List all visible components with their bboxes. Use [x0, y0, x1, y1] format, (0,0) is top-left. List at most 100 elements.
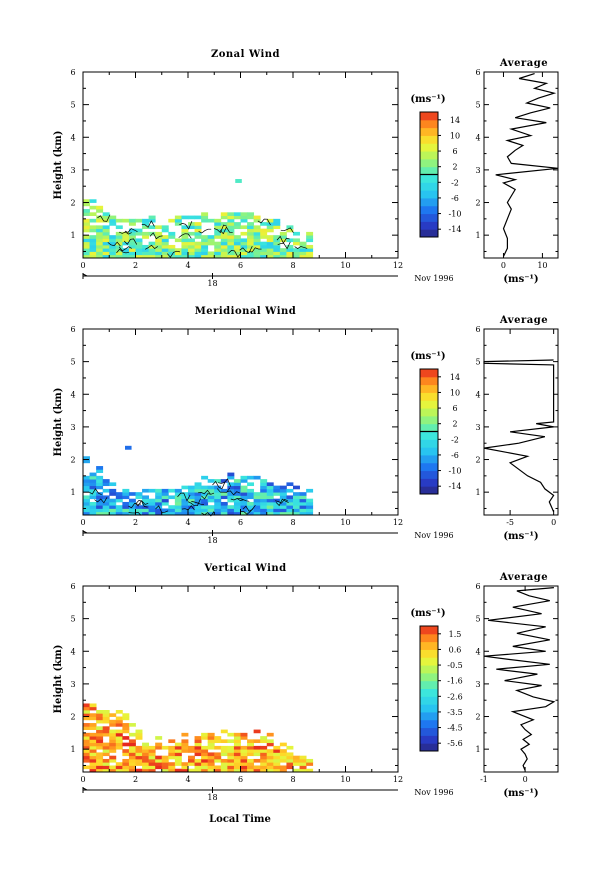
heatmap-cell: [122, 231, 130, 236]
heatmap-cell: [96, 742, 104, 747]
heatmap-cell: [96, 231, 104, 236]
heatmap-cell: [96, 726, 104, 730]
colorbar-tick-label: 2: [452, 420, 457, 429]
heatmap-cell: [240, 732, 248, 737]
heatmap-cell: [194, 498, 202, 503]
heatmap-cell: [214, 254, 222, 259]
heatmap-cell: [260, 254, 268, 259]
heatmap-cell: [135, 729, 143, 734]
heatmap-cell: [214, 508, 222, 513]
heatmap-cell: [128, 739, 136, 744]
heatmap-cell: [188, 215, 195, 220]
heatmap-cell: [142, 508, 150, 513]
y-axis-label: Height (km): [53, 388, 64, 457]
heatmap-cell: [155, 492, 163, 496]
heatmap-cell: [89, 762, 97, 766]
colorbar-segment: [420, 158, 438, 168]
profile-title: Average: [499, 572, 548, 583]
heatmap-cell: [115, 719, 123, 724]
heatmap-cell: [89, 713, 97, 717]
heatmap-cell: [214, 501, 222, 506]
contour-line: [239, 246, 253, 254]
heatmap-cell: [253, 508, 261, 513]
heatmap-cell: [89, 501, 97, 506]
colorbar-segment: [420, 174, 438, 183]
heatmap-cell: [188, 241, 195, 246]
heatmap-cell: [115, 710, 123, 714]
heatmap-cell: [168, 254, 176, 259]
heatmap-cell: [240, 215, 248, 220]
heatmap-cell: [293, 498, 300, 503]
heatmap-cell: [260, 736, 268, 740]
profile-frame: [483, 328, 559, 516]
profile-title: Average: [499, 315, 548, 326]
heatmap-cell: [155, 755, 163, 760]
heatmap-cell: [161, 251, 169, 256]
heatmap-cell: [122, 765, 130, 770]
heatmap-cell: [207, 755, 215, 760]
heatmap-cell: [102, 248, 110, 252]
heatmap-cell: [128, 762, 136, 766]
heatmap-cell: [306, 254, 314, 259]
colorbar-segment: [420, 182, 438, 191]
heatmap-cell: [181, 765, 189, 770]
heatmap-cell: [214, 492, 222, 496]
heatmap-cell: [102, 762, 110, 766]
contour-line: [275, 498, 289, 507]
heatmap-cell: [168, 505, 176, 509]
heatmap-cell: [207, 479, 215, 483]
contour-line: [149, 232, 163, 240]
heatmap-cell: [89, 228, 97, 233]
heatmap-cell: [293, 238, 300, 243]
heatmap-cell: [188, 225, 195, 230]
heatmap-cell: [279, 488, 287, 493]
profile-x-tick-label: 0: [501, 261, 506, 270]
y-tick-label: 6: [70, 325, 75, 334]
date-axis-arrow: [82, 273, 88, 277]
heatmap-cell: [168, 251, 176, 256]
heatmap-cell: [299, 755, 307, 760]
heatmap-cell: [155, 231, 163, 236]
heatmap-cell: [240, 511, 248, 516]
colorbar-segment: [420, 213, 438, 222]
heatmap-cell: [286, 495, 294, 500]
profile-y-tick-label: 4: [475, 647, 480, 656]
heatmap-cell: [247, 251, 255, 256]
heatmap-cell: [155, 254, 163, 259]
heatmap-cell: [174, 498, 182, 503]
profile-y-tick-label: 3: [475, 680, 480, 689]
heatmap-cell: [266, 218, 274, 223]
heatmap-cell: [89, 706, 97, 711]
heatmap-cell: [102, 254, 110, 259]
heatmap-cell: [115, 511, 123, 516]
heatmap-cell: [89, 241, 97, 246]
heatmap-cell: [89, 218, 97, 223]
date-axis: [82, 273, 398, 279]
contour-line: [219, 226, 233, 235]
heatmap-cell: [201, 492, 209, 496]
heatmap-cell: [89, 732, 97, 737]
colorbar-tick-label: 6: [452, 147, 457, 156]
heatmap-cell: [293, 251, 300, 256]
colorbar-segment: [420, 190, 438, 199]
heatmap-cell: [142, 235, 150, 239]
heatmap-cell: [273, 511, 281, 516]
heatmap-cell: [299, 498, 307, 503]
heatmap-cell: [174, 488, 182, 493]
heatmap-cell: [233, 479, 241, 483]
heatmap-cell: [102, 742, 110, 747]
heatmap-cell: [161, 488, 169, 493]
heatmap-cell: [96, 205, 104, 210]
x-tick-label: 2: [133, 775, 138, 784]
heatmap-cell: [214, 235, 222, 239]
heatmap-cell: [273, 749, 281, 753]
heatmap-cell: [102, 749, 110, 753]
heatmap-cell: [266, 511, 274, 516]
heatmap-cell: [109, 248, 117, 252]
colorbar-segment: [420, 665, 438, 674]
colorbar-tick-label: -1.6: [447, 677, 462, 686]
heatmap-cell: [188, 745, 195, 750]
heatmap-cell: [181, 501, 189, 506]
heatmap-cell: [125, 445, 132, 450]
contour-line: [88, 488, 102, 495]
